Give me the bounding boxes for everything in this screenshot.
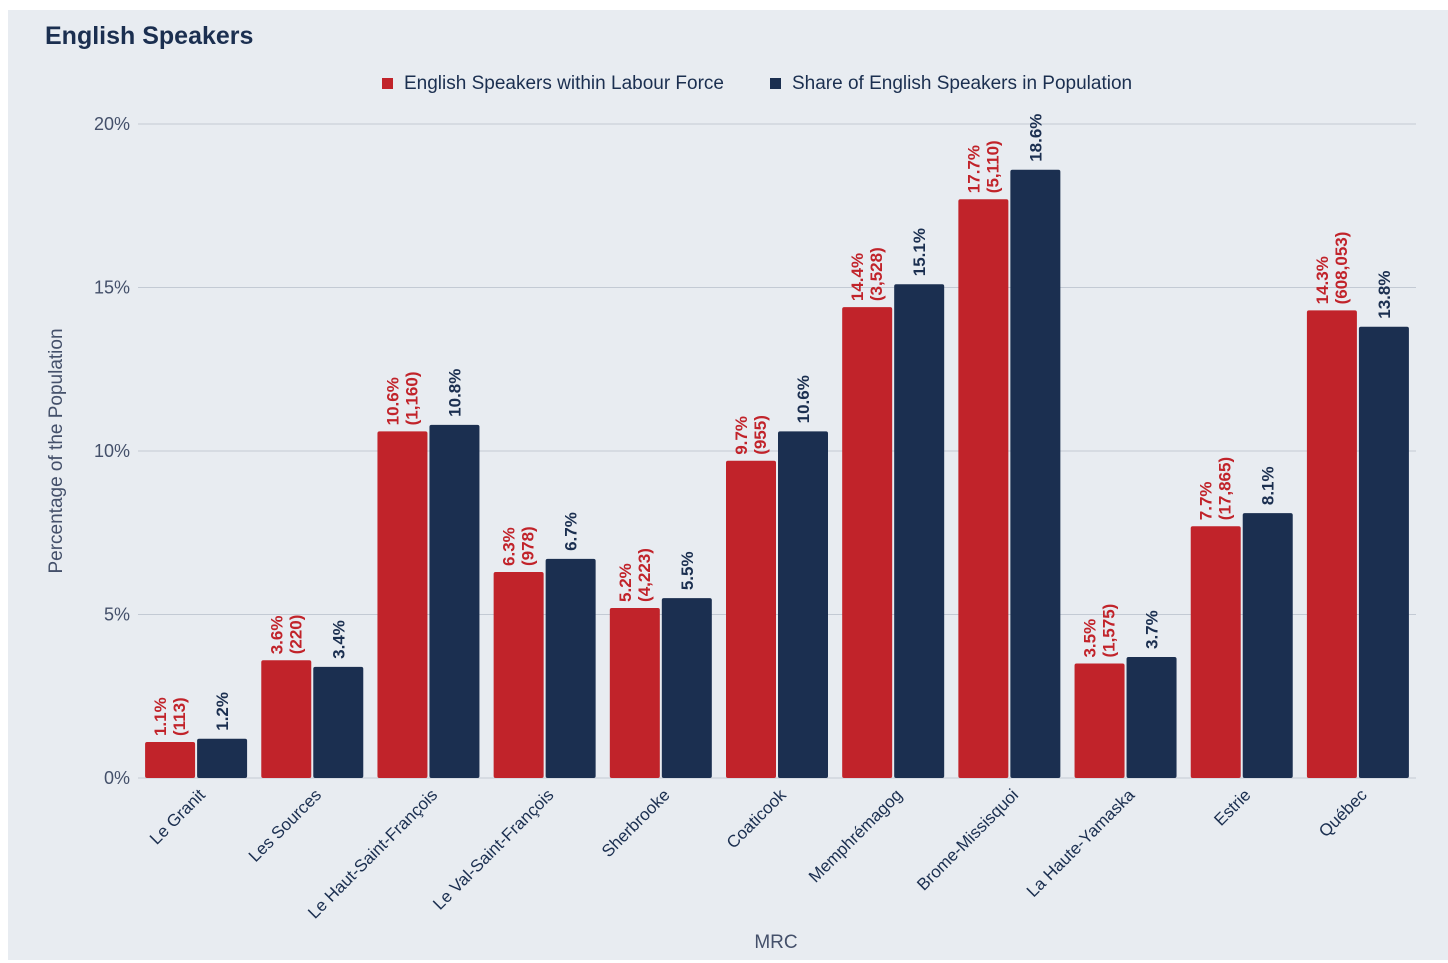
data-label-labour-force: 1.1%(113) bbox=[151, 697, 189, 736]
x-category-label: Coaticook bbox=[723, 785, 790, 852]
bar-labour-force bbox=[1190, 526, 1241, 778]
bar-labour-force bbox=[145, 742, 196, 778]
bar-labour-force bbox=[377, 431, 428, 778]
data-label-labour-force: 7.7%(17,865) bbox=[1197, 457, 1235, 520]
x-category-label: Sherbrooke bbox=[598, 785, 674, 861]
bar-labour-force bbox=[493, 571, 544, 778]
bar-population bbox=[1358, 326, 1409, 778]
data-label-population: 15.1% bbox=[910, 228, 929, 276]
y-tick-label: 20% bbox=[94, 114, 130, 134]
bar-population bbox=[1126, 657, 1177, 778]
data-label-labour-force: 9.7%(955) bbox=[732, 415, 770, 455]
chart-title: English Speakers bbox=[45, 22, 254, 50]
data-label-population: 6.7% bbox=[562, 512, 581, 551]
data-label-population: 10.6% bbox=[794, 375, 813, 423]
x-axis-title: MRC bbox=[754, 932, 797, 953]
data-label-labour-force: 10.6%(1,160) bbox=[383, 372, 421, 426]
data-label-population: 3.4% bbox=[329, 620, 348, 659]
bar-population bbox=[197, 738, 248, 778]
x-category-label: Le Val-Saint-François bbox=[429, 785, 557, 913]
x-category-label: Les Sources bbox=[245, 785, 325, 865]
bar-population bbox=[1010, 169, 1061, 778]
data-label-labour-force: 14.4%(3,528) bbox=[848, 247, 886, 301]
x-category-label: Memphrémagog bbox=[805, 785, 906, 886]
x-category-label: La Haute-Yamaska bbox=[1023, 785, 1139, 901]
bar-labour-force bbox=[1306, 310, 1357, 778]
bar-population bbox=[313, 666, 364, 778]
data-label-labour-force: 5.2%(4,223) bbox=[616, 548, 654, 602]
data-label-population: 5.5% bbox=[678, 551, 697, 590]
x-category-label: Le Haut-Saint-François bbox=[304, 785, 441, 922]
y-tick-label: 0% bbox=[104, 768, 130, 788]
data-label-labour-force: 3.5%(1,575) bbox=[1081, 604, 1119, 658]
y-tick-label: 5% bbox=[104, 605, 130, 625]
bar-population bbox=[778, 431, 828, 778]
legend-label: Share of English Speakers in Population bbox=[792, 73, 1132, 94]
bar-population bbox=[1242, 513, 1293, 778]
y-tick-label: 10% bbox=[94, 441, 130, 461]
x-category-label: Brome-Missisquoi bbox=[913, 785, 1022, 894]
chart-card: English Speakers 0% 5% 10% 15% 20% Percentage… bbox=[8, 10, 1448, 960]
bar-labour-force bbox=[958, 199, 1009, 778]
bar-population bbox=[545, 558, 596, 778]
data-label-population: 3.7% bbox=[1143, 610, 1162, 649]
bar-population bbox=[429, 424, 480, 778]
x-category-label: Le Granit bbox=[146, 785, 209, 848]
data-label-labour-force: 17.7%(5,110) bbox=[964, 140, 1002, 193]
y-tick-label: 15% bbox=[94, 278, 130, 298]
bar-population bbox=[661, 598, 712, 778]
bar-labour-force bbox=[842, 307, 893, 778]
x-category-label: Estrie bbox=[1210, 785, 1254, 829]
bar-labour-force bbox=[609, 607, 660, 778]
data-label-labour-force: 6.3%(978) bbox=[500, 526, 538, 566]
bar-labour-force bbox=[726, 460, 776, 778]
bar-labour-force bbox=[261, 660, 312, 778]
bar-chart: 0% 5% 10% 15% 20% Percentage of the Populatio… bbox=[46, 73, 1416, 953]
data-label-labour-force: 3.6%(220) bbox=[267, 615, 305, 655]
legend-swatch bbox=[770, 78, 781, 89]
bar-population bbox=[894, 284, 945, 778]
data-label-population: 13.8% bbox=[1375, 271, 1394, 319]
data-label-population: 1.2% bbox=[213, 692, 232, 731]
data-label-population: 10.8% bbox=[445, 369, 464, 417]
legend-swatch bbox=[382, 78, 393, 89]
data-label-population: 8.1% bbox=[1259, 466, 1278, 505]
bar-labour-force bbox=[1074, 663, 1125, 778]
data-label-labour-force: 14.3%(608,053) bbox=[1313, 232, 1351, 305]
y-axis-title: Percentage of the Population bbox=[46, 328, 67, 573]
x-category-label: Québec bbox=[1315, 785, 1371, 841]
data-label-population: 18.6% bbox=[1026, 114, 1045, 162]
legend-label: English Speakers within Labour Force bbox=[404, 73, 724, 94]
